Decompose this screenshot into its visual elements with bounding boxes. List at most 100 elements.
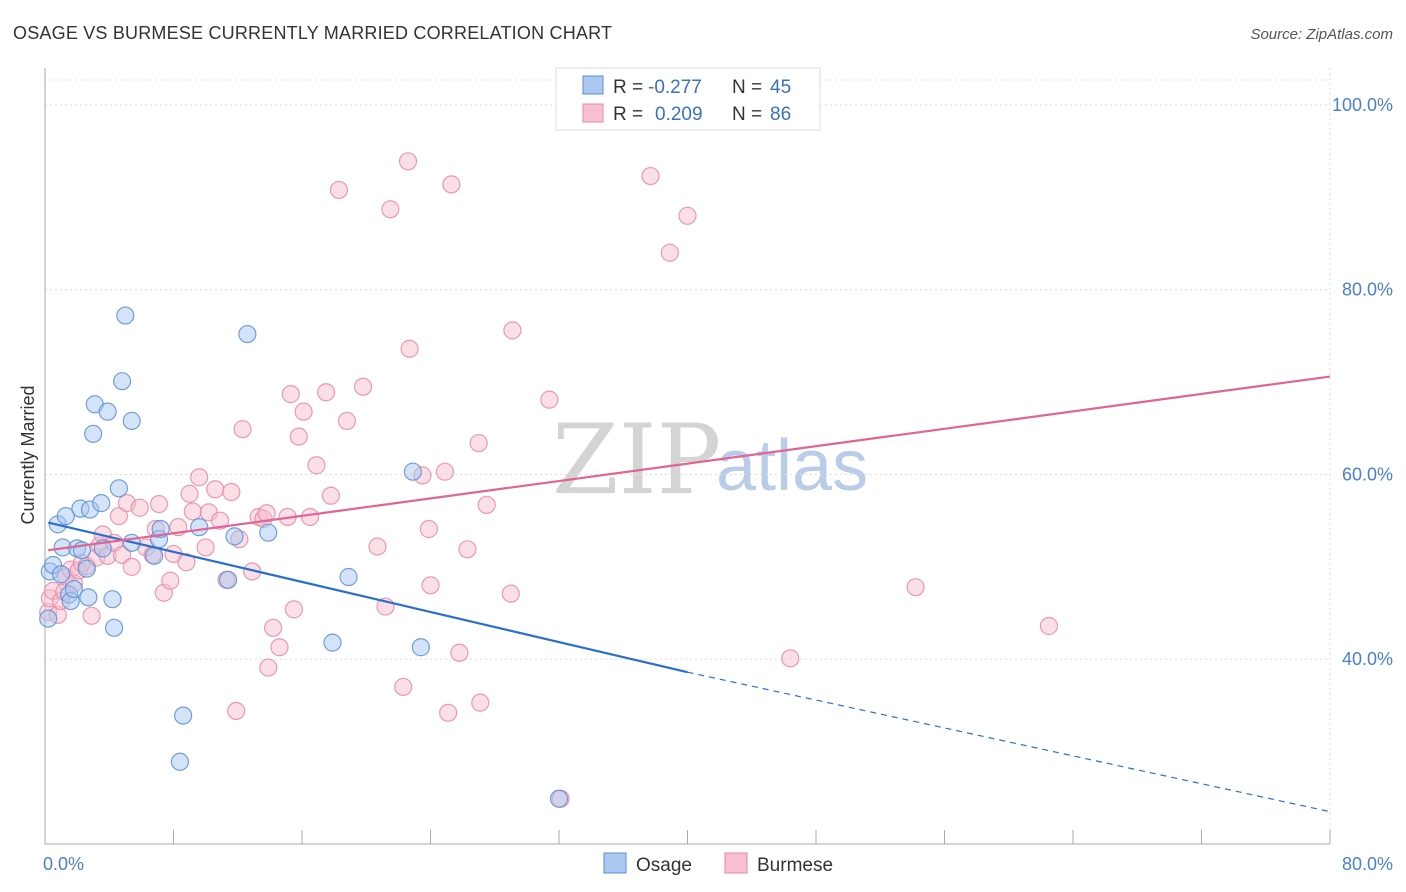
burmese-point-34 [190,468,209,487]
burmese-point-83 [641,166,660,186]
burmese-point-67 [398,152,418,171]
burmese-point-40 [222,482,241,502]
burmese-point-19 [112,545,132,564]
legend-osage-swatch [582,75,604,95]
gridlines [45,68,1331,844]
burmese-point-52 [281,385,300,404]
burmese-point-88 [1039,616,1059,636]
burmese-point-43 [233,420,252,439]
osage-point-32 [174,706,193,725]
burmese-point-41 [227,701,246,721]
burmese-point-70 [419,519,438,539]
burmese-point-87 [906,578,925,597]
y-tick-labels: 100.0% 80.0% 60.0% 40.0% [1332,95,1393,669]
osage-point-39 [339,567,358,587]
series-legend: Osage Burmese [603,852,833,876]
correlation-legend: R = -0.277 N = 45 R = 0.209 N = 86 [555,67,821,131]
x-tick-label-1: 80.0% [1342,854,1393,874]
burmese-point-81 [503,321,522,340]
burmese-point-62 [353,377,373,396]
osage-point-14 [79,588,98,607]
burmese-point-71 [421,576,440,595]
burmese-point-60 [329,180,349,200]
burmese-point-86 [781,649,800,668]
burmese-point-57 [307,456,326,475]
burmese-point-82 [540,390,559,409]
burmese-point-84 [660,243,679,262]
legend-burmese-n-value: 86 [770,104,791,125]
burmese-point-53 [284,600,304,619]
burmese-point-18 [109,506,128,526]
series-legend-burmese-label: Burmese [757,855,833,876]
y-tick-label-0: 100.0% [1332,95,1393,115]
osage-point-36 [238,324,257,344]
osage-points [39,306,569,808]
burmese-point-49 [263,618,283,637]
series-legend-osage-swatch [603,852,627,874]
osage-point-4 [51,565,71,584]
burmese-point-59 [321,486,341,505]
burmese-point-38 [210,511,230,530]
osage-point-41 [411,638,430,657]
legend-osage-r-value: -0.277 [648,77,702,98]
osage-point-38 [323,633,342,652]
osage-trend-extension [687,671,1331,813]
burmese-point-78 [471,693,490,712]
burmese-point-65 [381,200,400,219]
legend-osage-n-label: N = [732,77,762,98]
burmese-point-21 [122,557,141,576]
osage-point-16 [84,424,103,443]
legend-osage-r-label: R = [613,77,643,98]
legend-burmese-n-label: N = [732,104,762,125]
osage-point-24 [112,372,132,391]
burmese-trend-line [48,375,1331,552]
burmese-point-12 [82,606,101,625]
osage-point-13 [77,559,96,578]
burmese-point-61 [337,411,357,430]
osage-point-21 [103,590,122,609]
chart-title: OSAGE VS BURMESE CURRENTLY MARRIED CORRE… [13,23,612,43]
trend-lines [47,375,1331,813]
burmese-point-56 [300,507,320,527]
burmese-point-26 [149,494,169,514]
series-legend-osage-label: Osage [636,855,692,876]
burmese-point-50 [270,638,289,657]
burmese-point-85 [678,206,697,225]
osage-point-33 [190,518,209,537]
burmese-point-72 [435,462,455,481]
burmese-point-80 [501,584,520,603]
osage-point-35 [225,527,244,546]
axes [44,68,1331,845]
burmese-point-22 [130,498,149,517]
osage-point-37 [259,523,278,542]
burmese-point-32 [180,484,199,503]
osage-trend-line [47,521,688,674]
burmese-point-63 [368,537,387,556]
y-axis-label: Currently Married [18,385,38,524]
burmese-point-37 [206,480,225,499]
osage-point-18 [92,494,111,513]
watermark-zip: ZIP [552,404,721,516]
osage-point-30 [151,519,170,539]
osage-point-27 [122,411,141,430]
series-legend-burmese-swatch [724,852,748,874]
osage-point-40 [403,462,422,481]
burmese-point-77 [469,433,488,453]
osage-point-31 [170,752,190,771]
legend-burmese-swatch [582,103,604,123]
burmese-point-68 [400,339,419,358]
osage-point-42 [549,789,569,808]
osage-point-20 [98,402,117,421]
y-tick-label-3: 40.0% [1342,649,1393,669]
burmese-point-35 [196,538,215,557]
osage-point-9 [64,579,84,599]
burmese-point-75 [450,643,469,662]
burmese-point-73 [439,703,458,722]
burmese-point-47 [257,504,276,523]
burmese-points [39,152,1059,808]
burmese-point-54 [289,427,308,446]
osage-point-34 [219,570,238,589]
burmese-point-48 [259,658,278,677]
watermark-atlas: atlas [716,426,868,506]
